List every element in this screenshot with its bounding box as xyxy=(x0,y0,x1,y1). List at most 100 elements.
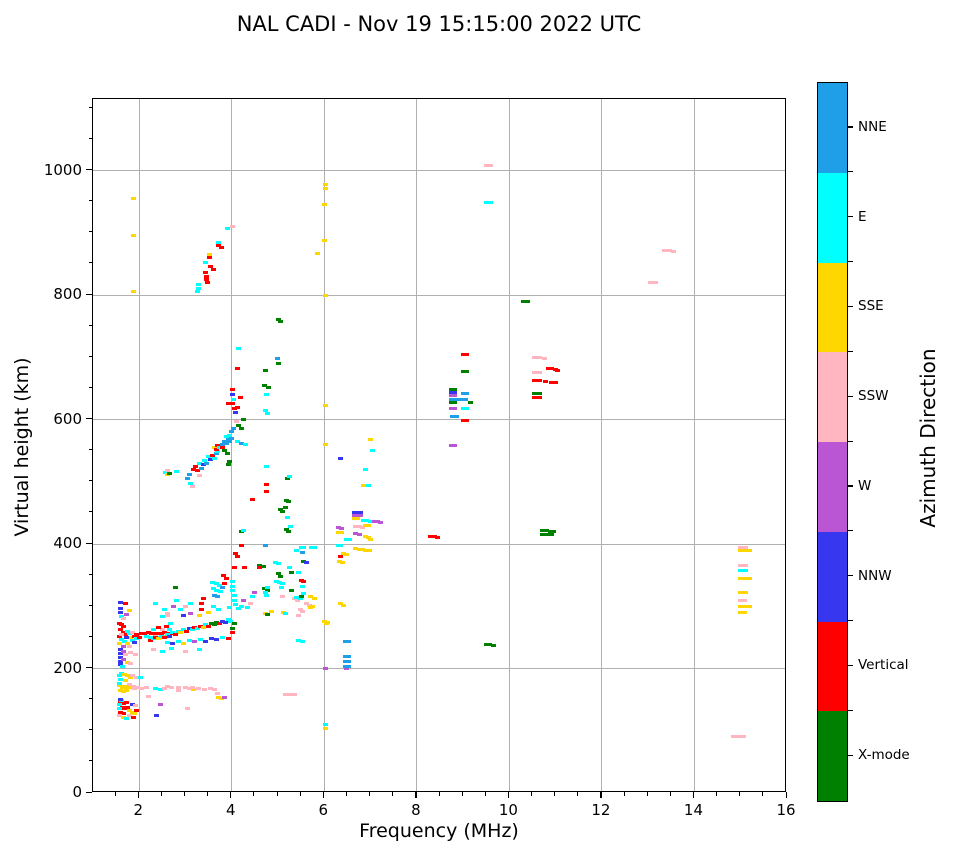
data-point xyxy=(233,602,238,606)
data-point xyxy=(364,518,370,522)
data-point xyxy=(299,550,305,554)
data-point xyxy=(130,674,136,678)
data-point xyxy=(132,686,138,690)
data-point xyxy=(210,268,216,272)
data-point xyxy=(240,418,246,422)
data-point xyxy=(234,367,240,370)
axis-tick xyxy=(137,792,139,798)
axis-tick xyxy=(86,542,92,544)
data-point xyxy=(119,637,125,641)
data-point xyxy=(221,439,227,443)
data-point xyxy=(449,444,455,448)
axis-tick xyxy=(322,792,325,798)
data-point xyxy=(452,393,458,397)
data-point xyxy=(216,244,222,248)
data-point xyxy=(121,715,127,719)
data-point xyxy=(339,526,345,530)
data-point xyxy=(452,444,458,448)
data-point xyxy=(189,685,195,689)
data-point xyxy=(124,674,130,678)
data-point xyxy=(142,631,148,635)
data-point xyxy=(121,624,127,628)
data-point xyxy=(452,388,458,392)
data-point xyxy=(126,714,132,718)
data-point xyxy=(222,449,228,453)
data-point xyxy=(342,664,348,668)
data-point xyxy=(230,579,236,583)
data-point xyxy=(322,294,328,298)
data-point xyxy=(196,648,202,652)
data-point xyxy=(742,546,748,550)
data-point xyxy=(536,395,542,399)
data-point xyxy=(742,563,748,567)
data-point xyxy=(356,547,362,551)
data-point xyxy=(123,613,129,617)
data-point xyxy=(220,586,226,590)
data-point xyxy=(118,606,124,610)
axis-tick xyxy=(739,792,741,796)
data-point xyxy=(191,467,197,471)
data-point xyxy=(452,406,458,410)
data-point xyxy=(220,442,226,446)
x-tick-label: 14 xyxy=(683,801,703,819)
data-point xyxy=(211,456,217,460)
data-point xyxy=(747,577,753,581)
grid-line-y xyxy=(93,419,785,421)
data-point xyxy=(467,400,473,404)
data-point xyxy=(152,632,158,636)
data-point xyxy=(215,450,221,454)
data-point xyxy=(261,383,267,387)
data-point xyxy=(322,667,328,671)
axis-tick xyxy=(692,792,695,798)
data-point xyxy=(277,581,283,585)
data-point xyxy=(549,532,555,536)
data-point xyxy=(648,281,653,285)
data-point xyxy=(200,597,206,601)
data-point xyxy=(118,610,124,614)
data-point xyxy=(304,601,310,605)
data-point xyxy=(215,444,221,448)
data-point xyxy=(268,609,274,613)
data-point xyxy=(208,686,214,690)
data-point xyxy=(230,225,236,229)
data-point xyxy=(123,635,129,639)
data-point xyxy=(532,395,538,399)
data-point xyxy=(342,659,348,663)
data-point xyxy=(234,405,240,409)
data-point xyxy=(361,518,367,522)
axis-tick xyxy=(461,792,463,796)
data-point xyxy=(282,506,288,510)
data-point xyxy=(195,286,201,290)
data-point xyxy=(307,595,313,599)
data-point xyxy=(217,446,223,450)
data-point xyxy=(275,362,281,366)
data-point xyxy=(225,637,231,641)
grid-line-x xyxy=(416,99,418,791)
data-point xyxy=(243,442,249,446)
data-point xyxy=(121,649,127,653)
data-point xyxy=(226,606,232,610)
data-point xyxy=(345,654,351,658)
data-point xyxy=(219,245,225,249)
data-point xyxy=(351,511,357,515)
data-point xyxy=(234,554,240,558)
data-point xyxy=(460,419,466,423)
data-point xyxy=(116,703,122,707)
colorbar-segment-x-mode xyxy=(818,711,847,801)
data-point xyxy=(365,523,371,527)
data-point xyxy=(344,553,350,557)
x-tick-label: 8 xyxy=(411,801,421,819)
data-point xyxy=(738,610,744,614)
data-point xyxy=(742,568,748,572)
data-point xyxy=(296,570,302,574)
axis-tick xyxy=(369,792,371,796)
colorbar-segment-vertical xyxy=(818,621,847,712)
axis-tick xyxy=(88,449,92,451)
data-point xyxy=(355,517,361,520)
data-point xyxy=(230,589,236,593)
data-point xyxy=(217,583,223,587)
data-point xyxy=(264,593,269,597)
data-point xyxy=(363,548,369,552)
data-point xyxy=(536,379,542,383)
